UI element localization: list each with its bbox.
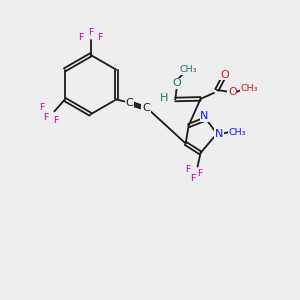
Text: O: O <box>228 87 237 97</box>
Text: F: F <box>88 28 93 37</box>
Text: F: F <box>185 165 190 174</box>
Text: F: F <box>197 169 202 178</box>
Text: H: H <box>160 93 168 103</box>
Text: F: F <box>43 113 48 122</box>
Text: CH₃: CH₃ <box>228 128 246 137</box>
Text: CH₃: CH₃ <box>241 84 258 93</box>
Text: F: F <box>78 33 84 42</box>
Text: CH₃: CH₃ <box>179 65 197 74</box>
Text: O: O <box>220 70 229 80</box>
Text: N: N <box>200 111 208 122</box>
Text: C: C <box>142 103 150 113</box>
Text: N: N <box>215 129 224 139</box>
Text: F: F <box>53 116 58 125</box>
Text: C: C <box>126 98 134 108</box>
Text: F: F <box>39 103 45 112</box>
Text: F: F <box>98 33 103 42</box>
Text: O: O <box>172 78 181 88</box>
Text: F: F <box>190 174 196 183</box>
